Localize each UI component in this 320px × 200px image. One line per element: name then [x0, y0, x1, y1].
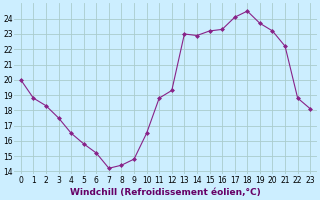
X-axis label: Windchill (Refroidissement éolien,°C): Windchill (Refroidissement éolien,°C) — [70, 188, 261, 197]
